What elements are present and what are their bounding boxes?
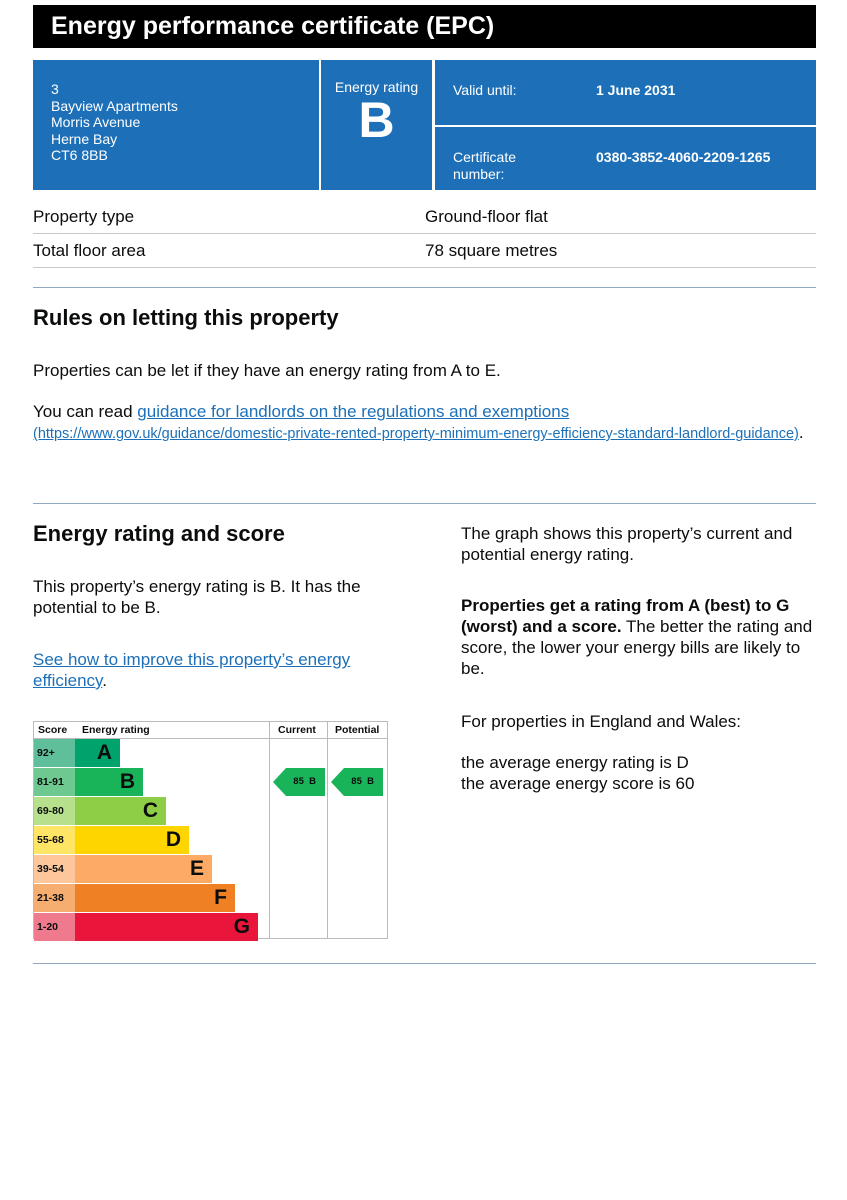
property-value: 78 square metres: [425, 241, 558, 260]
energy-rating-value: B: [358, 92, 395, 148]
band-bar-D: D: [75, 826, 189, 854]
property-type-row: Property type Ground-floor flat: [33, 200, 816, 234]
improve: See how to improve this property’s energ…: [33, 649, 393, 691]
address-line: Morris Avenue: [51, 114, 141, 130]
header-current: Current: [278, 724, 316, 736]
band-score-A: 92+: [34, 739, 75, 767]
text: The better the rating and score, the low…: [461, 617, 813, 678]
graph-text: The graph shows this property’s current …: [461, 524, 793, 564]
certificate-value: 0380-3852-4060-2209-1265: [596, 149, 771, 165]
band-score-F: 21-38: [34, 884, 75, 912]
band-score-E: 39-54: [34, 855, 75, 883]
text: .: [102, 671, 108, 690]
band-score-B: 81-91: [34, 768, 75, 796]
rating-explain: Properties get a rating from A (best) to…: [461, 595, 816, 679]
band-bar-C: C: [75, 797, 166, 825]
text: .: [798, 423, 804, 442]
certificate-label: Certificate number:: [453, 149, 517, 182]
current-rating-arrow: 85 B: [273, 768, 325, 796]
floor-area-row: Total floor area 78 square metres: [33, 234, 816, 268]
header-line: [34, 738, 387, 739]
valid-until: Valid until: 1 June 2031: [435, 60, 816, 125]
address-line: Bayview Apartments: [51, 97, 178, 114]
band-bar-F: F: [75, 884, 235, 912]
text: Properties get a rating from A (best) to…: [461, 596, 790, 636]
column-line: [327, 722, 328, 938]
column-line: [269, 722, 270, 938]
band-score-D: 55-68: [34, 826, 75, 854]
page-title: Energy performance certificate (EPC): [33, 5, 816, 48]
header-score: Score: [38, 724, 68, 736]
divider: [33, 503, 816, 504]
energy-text: This property’s energy rating is B. It h…: [33, 577, 361, 617]
energy-rating-label: Energy rating: [334, 79, 419, 95]
text: You can read: [33, 402, 138, 421]
address-line: Herne Bay: [51, 130, 118, 147]
property-value: Ground-floor flat: [425, 207, 548, 226]
address-line: CT6 8BB: [51, 147, 108, 163]
guidance-url-link[interactable]: (https://www.gov.uk/guidance/domestic-pr…: [33, 426, 799, 442]
header-energy-rating: Energy rating: [82, 724, 150, 736]
certificate-number: Certificate number: 0380-3852-4060-2209-…: [435, 127, 816, 190]
band-score-G: 1-20: [34, 913, 75, 941]
improve-link[interactable]: See how to improve this property’s energ…: [33, 650, 351, 690]
energy-rating-chart: Score Energy rating Current Potential 92…: [33, 721, 388, 941]
letting-heading: Rules on letting this property: [33, 305, 339, 330]
property-label: Total floor area: [33, 241, 146, 260]
potential-rating-arrow: 85 B: [331, 768, 383, 796]
header-potential: Potential: [335, 724, 380, 736]
band-bar-A: A: [75, 739, 120, 767]
letting-text: Properties can be let if they have an en…: [33, 361, 501, 380]
letting-guidance: You can read guidance for landlords on t…: [33, 401, 818, 444]
address: 3 Bayview Apartments Morris Avenue Herne…: [33, 60, 319, 190]
energy-heading: Energy rating and score: [33, 521, 285, 546]
band-bar-B: B: [75, 768, 143, 796]
average-rating: the average energy rating is D: [461, 753, 689, 772]
band-bar-G: G: [75, 913, 258, 941]
valid-until-label: Valid until:: [453, 82, 517, 98]
band-score-C: 69-80: [34, 797, 75, 825]
energy-rating-box: Energy rating B: [321, 60, 432, 190]
divider: [33, 287, 816, 288]
band-bar-E: E: [75, 855, 212, 883]
address-line: 3: [51, 81, 59, 97]
average-score: the average energy score is 60: [461, 774, 695, 793]
england-wales: For properties in England and Wales:: [461, 712, 742, 731]
property-label: Property type: [33, 207, 135, 226]
valid-until-value: 1 June 2031: [596, 82, 676, 98]
guidance-link[interactable]: guidance for landlords on the regulation…: [137, 402, 570, 421]
divider: [33, 963, 816, 964]
